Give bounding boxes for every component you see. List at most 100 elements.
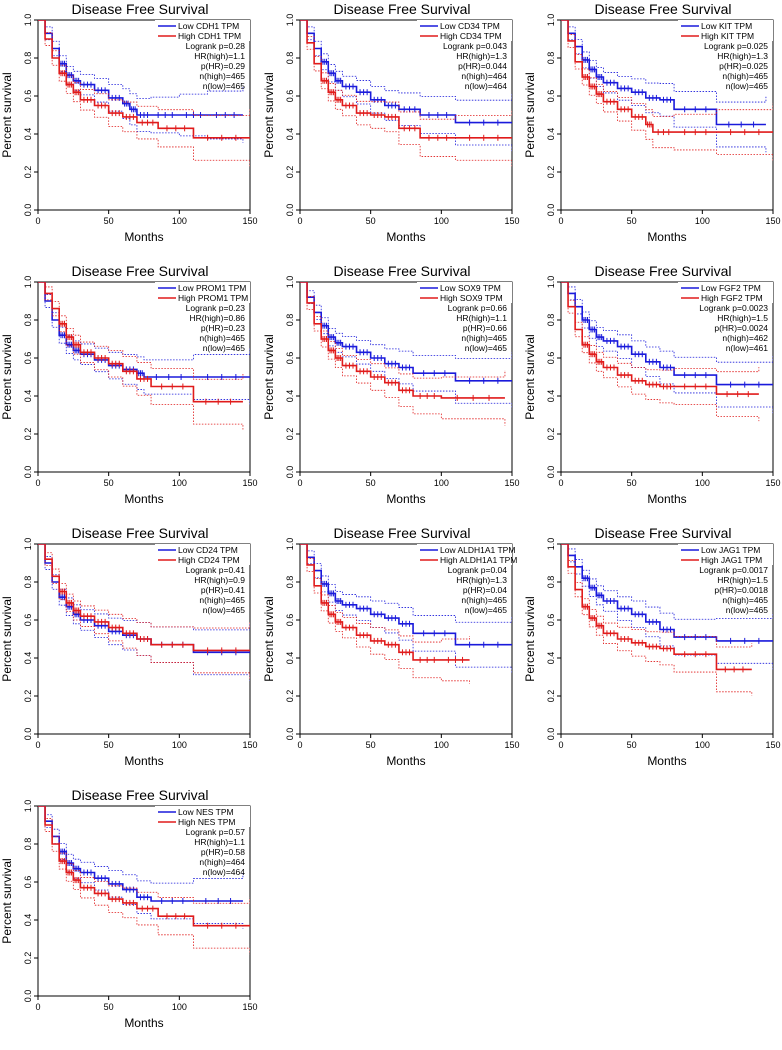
y-tick-label: 0.0: [285, 728, 295, 741]
stat-text: HR(high)=1.1: [456, 313, 507, 323]
y-tick-label: 1.0: [23, 538, 33, 551]
ci-lower-line: [300, 20, 512, 167]
stat-text: n(high)=465: [199, 333, 245, 343]
stat-text: HR(high)=1.5: [717, 313, 768, 323]
x-tick-label: 150: [765, 740, 780, 750]
ci-lower-line: [300, 282, 512, 410]
y-tick-label: 0.8: [285, 52, 295, 65]
stat-text: n(low)=465: [726, 81, 769, 91]
stat-text: HR(high)=1.3: [456, 575, 507, 585]
legend-label: Low CDH1 TPM: [178, 21, 239, 31]
y-tick-label: 0.4: [23, 128, 33, 141]
stat-text: n(high)=464: [461, 71, 507, 81]
y-tick-label: 0.4: [546, 652, 556, 665]
x-tick-label: 0: [297, 216, 302, 226]
y-tick-label: 0.2: [23, 428, 33, 441]
survival-curve: [38, 20, 243, 116]
y-axis-label: Percent survival: [0, 858, 14, 943]
y-tick-label: 0.4: [23, 390, 33, 403]
chart-title: Disease Free Survival: [72, 263, 209, 279]
x-axis-label: Months: [386, 230, 425, 244]
ci-upper-line: [561, 282, 760, 373]
y-tick-label: 1.0: [285, 538, 295, 551]
stat-text: p(HR)=0.0018: [714, 585, 768, 595]
stat-text: n(high)=465: [199, 71, 245, 81]
legend-label: High JAG1 TPM: [701, 555, 762, 565]
x-tick-label: 150: [504, 478, 519, 488]
chart-title: Disease Free Survival: [72, 525, 209, 541]
survival-curve: [300, 20, 512, 139]
y-tick-label: 0.0: [546, 466, 556, 479]
x-tick-label: 0: [35, 1002, 40, 1012]
stat-text: n(low)=464: [203, 867, 246, 877]
stat-text: n(low)=465: [726, 605, 769, 615]
x-tick-label: 100: [695, 478, 710, 488]
y-tick-label: 0.0: [285, 466, 295, 479]
y-tick-label: 0.6: [546, 614, 556, 627]
plot-frame: [299, 281, 513, 473]
ci-upper-line: [561, 544, 753, 648]
y-tick-label: 0.8: [546, 314, 556, 327]
survival-panel: Disease Free Survival 0.0 0.2 0.4 0.6 0.8 1.0 0…: [262, 1, 520, 244]
stat-text: n(low)=465: [465, 605, 508, 615]
y-tick-label: 0.2: [546, 166, 556, 179]
ci-lower-line: [38, 282, 244, 430]
x-tick-label: 0: [558, 478, 563, 488]
x-axis-label: Months: [386, 492, 425, 506]
legend-box: [417, 544, 512, 565]
x-tick-label: 0: [297, 478, 302, 488]
x-tick-label: 50: [366, 216, 376, 226]
chart-title: Disease Free Survival: [595, 263, 732, 279]
legend-label: High KIT TPM: [701, 31, 754, 41]
stat-text: p(HR)=0.41: [201, 585, 245, 595]
y-tick-label: 0.6: [23, 614, 33, 627]
ci-upper-line: [561, 20, 767, 103]
ci-upper-line: [561, 20, 773, 117]
ci-lower-line: [38, 544, 250, 679]
stat-text: n(low)=465: [203, 81, 246, 91]
ci-upper-line: [300, 20, 512, 120]
y-tick-label: 0.0: [23, 466, 33, 479]
stat-text: HR(high)=0.86: [189, 313, 245, 323]
legend-label: High FGF2 TPM: [701, 293, 763, 303]
ci-upper-line: [300, 282, 506, 379]
survival-curve: [561, 282, 759, 395]
stat-text: Logrank p=0.41: [186, 565, 246, 575]
y-axis-label: Percent survival: [262, 334, 276, 419]
ci-lower-line: [38, 806, 250, 955]
survival-panel: Disease Free Survival 0.0 0.2 0.4 0.6 0.8 1.0 0…: [523, 525, 781, 768]
y-tick-label: 0.8: [546, 576, 556, 589]
stat-text: Logrank p=0.025: [704, 41, 768, 51]
survival-panel: Disease Free Survival 0.0 0.2 0.4 0.6 0.8 1.0 0…: [0, 787, 258, 1030]
x-tick-label: 100: [434, 216, 449, 226]
x-tick-label: 100: [172, 478, 187, 488]
x-tick-label: 100: [695, 740, 710, 750]
stat-text: HR(high)=0.9: [194, 575, 245, 585]
stat-text: n(high)=465: [199, 595, 245, 605]
x-tick-label: 150: [242, 216, 257, 226]
legend-label: High CD34 TPM: [440, 31, 502, 41]
y-tick-label: 1.0: [23, 14, 33, 27]
x-tick-label: 50: [627, 216, 637, 226]
x-tick-label: 100: [172, 740, 187, 750]
y-tick-label: 0.6: [546, 352, 556, 365]
y-tick-label: 0.0: [23, 204, 33, 217]
chart-title: Disease Free Survival: [334, 263, 471, 279]
x-tick-label: 0: [35, 216, 40, 226]
y-tick-label: 0.0: [546, 204, 556, 217]
y-tick-label: 0.8: [285, 576, 295, 589]
legend-box: [417, 282, 512, 303]
legend-label: High SOX9 TPM: [440, 293, 503, 303]
x-tick-label: 50: [366, 478, 376, 488]
survival-curve: [300, 544, 470, 661]
chart-title: Disease Free Survival: [334, 525, 471, 541]
y-tick-label: 0.6: [285, 90, 295, 103]
y-tick-label: 0.6: [285, 352, 295, 365]
stat-text: p(HR)=0.23: [201, 323, 245, 333]
y-tick-label: 1.0: [285, 276, 295, 289]
x-tick-label: 0: [35, 478, 40, 488]
y-tick-label: 0.6: [23, 352, 33, 365]
stat-text: Logrank p=0.043: [443, 41, 507, 51]
